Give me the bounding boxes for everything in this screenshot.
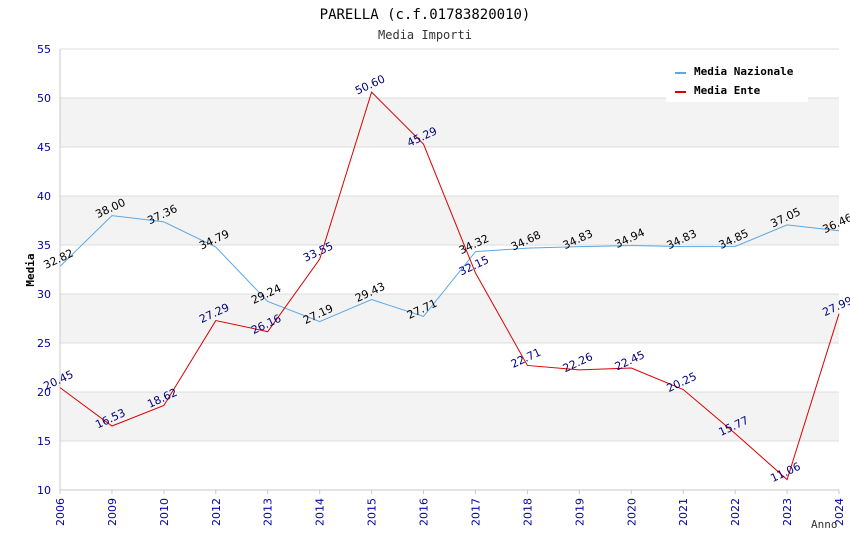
x-tick-label: 2015 <box>366 498 379 526</box>
chart-title: PARELLA (c.f.01783820010) <box>320 7 531 23</box>
x-axis-ticks: 2006 2009 2010 2012 2013 2014 2015 2016 2017 2018… <box>54 490 846 526</box>
grid-band <box>60 343 839 392</box>
grid-band <box>60 294 839 343</box>
x-tick-label: 2010 <box>158 498 171 526</box>
y-tick-label: 15 <box>37 435 51 448</box>
x-tick-label: 2022 <box>729 498 742 526</box>
x-tick-label: 2006 <box>54 498 67 526</box>
y-tick-label: 55 <box>37 43 51 56</box>
y-tick-label: 30 <box>37 288 51 301</box>
grid-lines <box>60 48 839 491</box>
series-lines <box>59 91 840 481</box>
x-tick-label: 2018 <box>521 498 534 526</box>
y-tick-label: 45 <box>37 141 51 154</box>
x-tick-label: 2017 <box>469 498 482 526</box>
grid-band <box>60 98 839 147</box>
grid-band <box>60 196 839 245</box>
y-tick-label: 10 <box>37 484 51 497</box>
x-tick-label: 2024 <box>833 498 846 526</box>
y-axis-ticks: 10 15 20 25 30 35 40 45 50 55 <box>37 43 51 497</box>
y-tick-label: 20 <box>37 386 51 399</box>
legend: Media Nazionale Media Ente <box>666 58 808 102</box>
grid-bands <box>60 49 839 490</box>
grid-band <box>60 392 839 441</box>
x-tick-label: 2021 <box>677 498 690 526</box>
legend-item-media-ente: Media Ente <box>694 84 761 97</box>
y-axis-label: Media <box>24 253 37 286</box>
x-tick-label: 2014 <box>314 498 327 526</box>
legend-item-media-nazionale: Media Nazionale <box>694 65 794 78</box>
x-tick-label: 2009 <box>106 498 119 526</box>
series-line-media-nazionale <box>59 215 840 323</box>
x-tick-label: 2013 <box>262 498 275 526</box>
y-tick-label: 25 <box>37 337 51 350</box>
y-tick-label: 50 <box>37 92 51 105</box>
x-tick-label: 2016 <box>418 498 431 526</box>
axes <box>59 49 839 491</box>
x-tick-label: 2020 <box>625 498 638 526</box>
legend-box <box>666 58 808 102</box>
grid-band <box>60 441 839 490</box>
chart-subtitle: Media Importi <box>378 28 472 42</box>
x-tick-label: 2019 <box>573 498 586 526</box>
grid-band <box>60 245 839 294</box>
x-axis-label: Anno <box>811 518 838 531</box>
series-line-media-ente <box>59 91 840 481</box>
grid-band <box>60 147 839 196</box>
y-tick-label: 35 <box>37 239 51 252</box>
x-tick-label: 2012 <box>210 498 223 526</box>
y-tick-label: 40 <box>37 190 51 203</box>
x-tick-label: 2023 <box>781 498 794 526</box>
